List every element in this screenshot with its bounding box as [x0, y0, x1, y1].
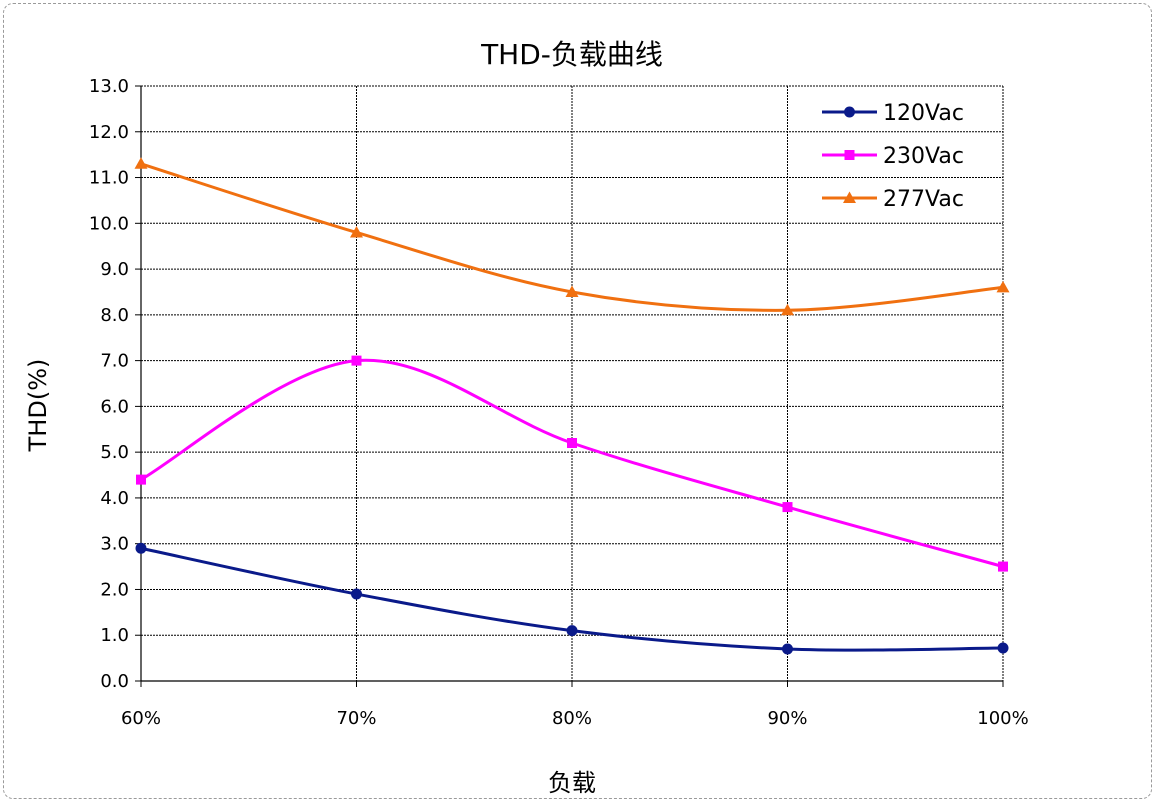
data-point-120vac-0	[135, 542, 147, 554]
axes	[135, 85, 1004, 687]
chart-title: THD-负载曲线	[480, 38, 663, 71]
data-point-230vac-2	[567, 438, 577, 448]
y-axis-label: THD(%)	[24, 359, 52, 453]
y-tick-label: 10.0	[89, 213, 129, 234]
y-tick-label: 7.0	[100, 351, 129, 372]
data-point-120vac-3	[782, 643, 793, 655]
data-point-230vac-4	[998, 561, 1008, 572]
x-tick-label: 90%	[767, 708, 807, 729]
data-point-277vac-3	[781, 303, 794, 316]
y-tick-label: 12.0	[89, 122, 129, 143]
data-point-230vac-3	[782, 502, 793, 513]
legend-label-120vac: 120Vac	[883, 101, 964, 126]
y-tick-label: 3.0	[100, 534, 129, 555]
y-tick-label: 5.0	[100, 442, 129, 463]
data-point-120vac-2	[566, 625, 578, 637]
y-tick-label: 11.0	[89, 168, 129, 189]
series-markers	[134, 157, 1010, 655]
data-point-277vac-4	[996, 280, 1010, 293]
series-line-230vac	[140, 358, 1004, 569]
data-point-277vac-1	[350, 225, 363, 238]
y-tick-label: 2.0	[100, 579, 129, 600]
x-axis-label: 负载	[548, 769, 596, 797]
data-point-120vac-1	[351, 588, 362, 600]
x-tick-label: 70%	[336, 708, 376, 729]
legend-marker-120vac	[844, 106, 855, 118]
data-point-277vac-2	[565, 285, 579, 297]
legend-marker-277vac	[843, 191, 856, 203]
x-tick-label: 60%	[121, 708, 161, 729]
legend-label-230vac: 230Vac	[883, 144, 964, 169]
chart-frame	[3, 3, 1152, 799]
y-tick-label: 9.0	[100, 259, 129, 280]
y-tick-label: 0.0	[100, 671, 129, 692]
data-point-230vac-1	[351, 355, 362, 366]
tick-labels: 0.0 1.0 2.0 3.0 4.0 5.0 6.0 7.0 8.0 9.0 10.0 11.0 12…	[89, 76, 1029, 729]
data-point-120vac-4	[997, 642, 1009, 654]
y-tick-label: 6.0	[100, 396, 129, 417]
legend: 120Vac 230Vac 277Vac	[822, 101, 964, 212]
legend-marker-230vac	[844, 150, 855, 160]
y-tick-label: 4.0	[100, 488, 129, 509]
gridlines	[141, 85, 1004, 681]
y-tick-label: 1.0	[100, 625, 129, 646]
x-tick-label: 100%	[977, 708, 1028, 729]
legend-label-277vac: 277Vac	[883, 187, 964, 212]
y-tick-label: 8.0	[100, 305, 129, 326]
y-tick-label: 13.0	[89, 76, 129, 97]
x-tick-label: 80%	[552, 708, 592, 729]
data-point-277vac-0	[134, 157, 148, 169]
data-point-230vac-0	[136, 474, 146, 485]
